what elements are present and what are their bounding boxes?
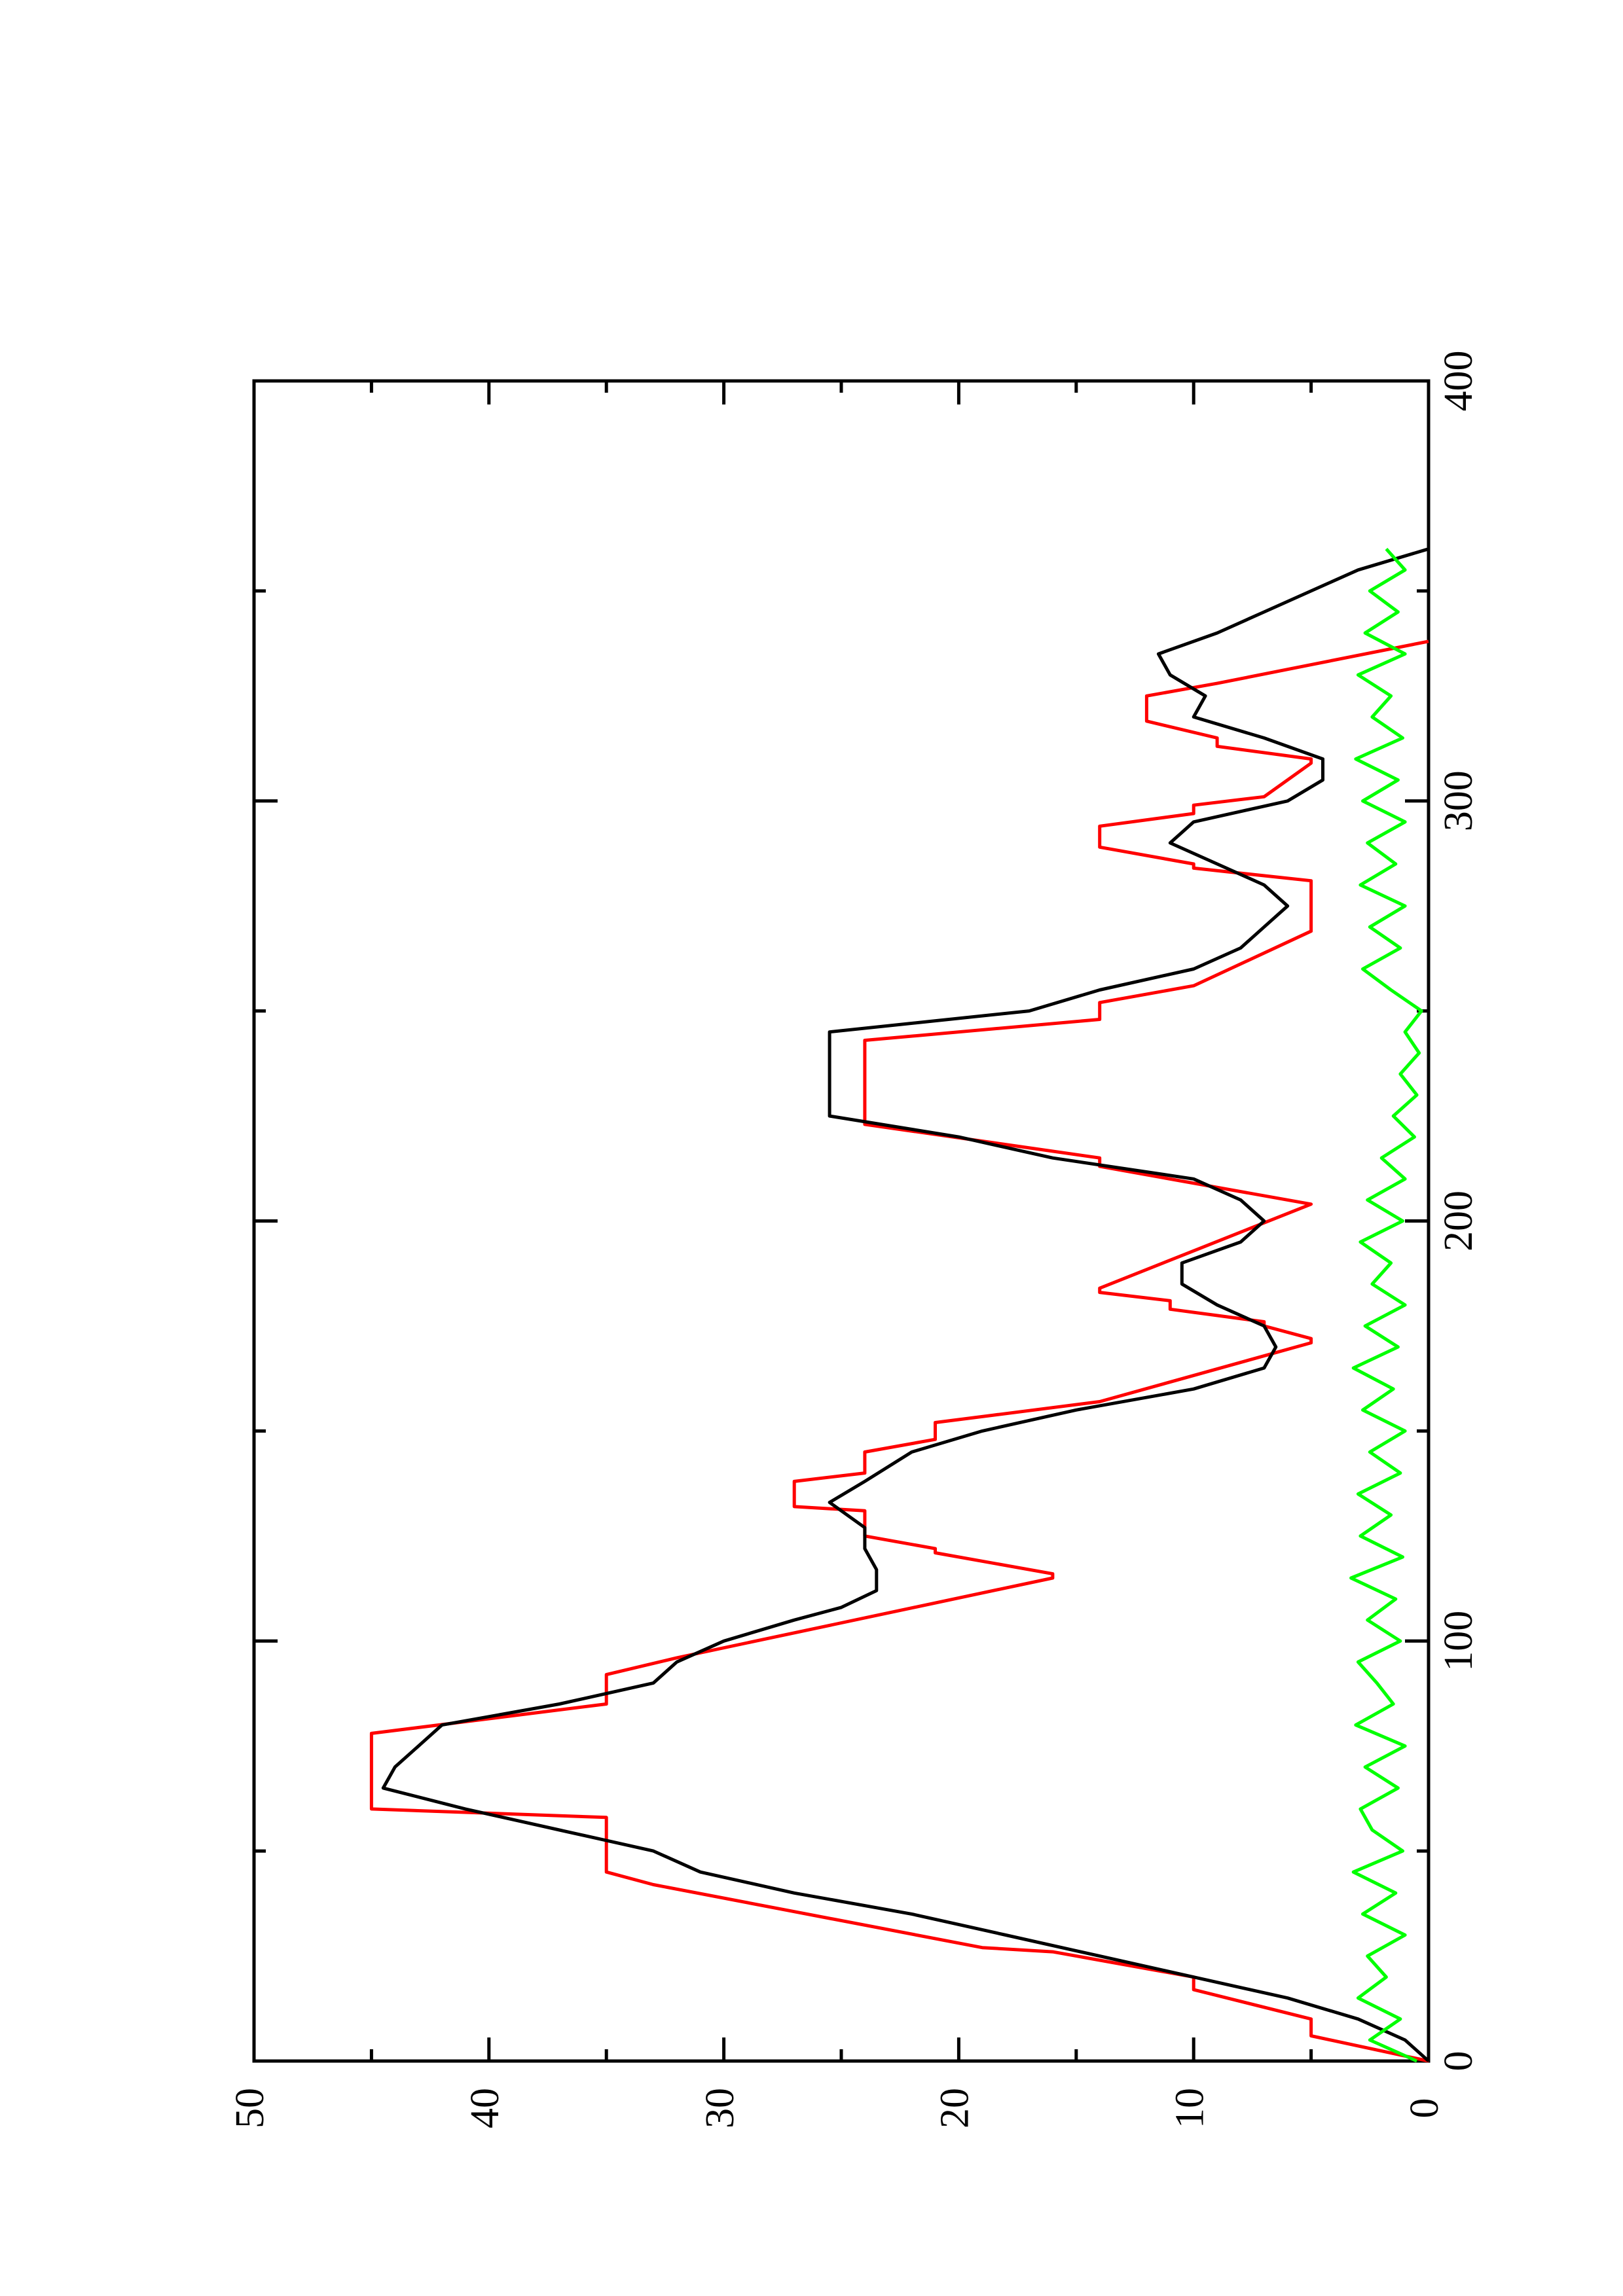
plot-frame [252,379,1431,2063]
x-tick-label: 400 [1436,351,1481,412]
y-tick-label: 40 [463,2088,507,2128]
x-tick-label: 0 [1436,2051,1481,2072]
y-tick-label: 50 [228,2088,272,2128]
x-tick-label: 100 [1436,1611,1481,1672]
x-tick-label: 200 [1436,1191,1481,1251]
series-line [369,639,1429,2063]
y-tick-label: 10 [1167,2088,1212,2128]
x-tick-label: 300 [1436,770,1481,831]
y-tick-label: 30 [698,2088,742,2128]
y-tick-label: 20 [933,2088,977,2128]
y-tick-label: 0 [1402,2098,1447,2119]
series-line [381,532,1431,2062]
series-line [1349,548,1423,2063]
